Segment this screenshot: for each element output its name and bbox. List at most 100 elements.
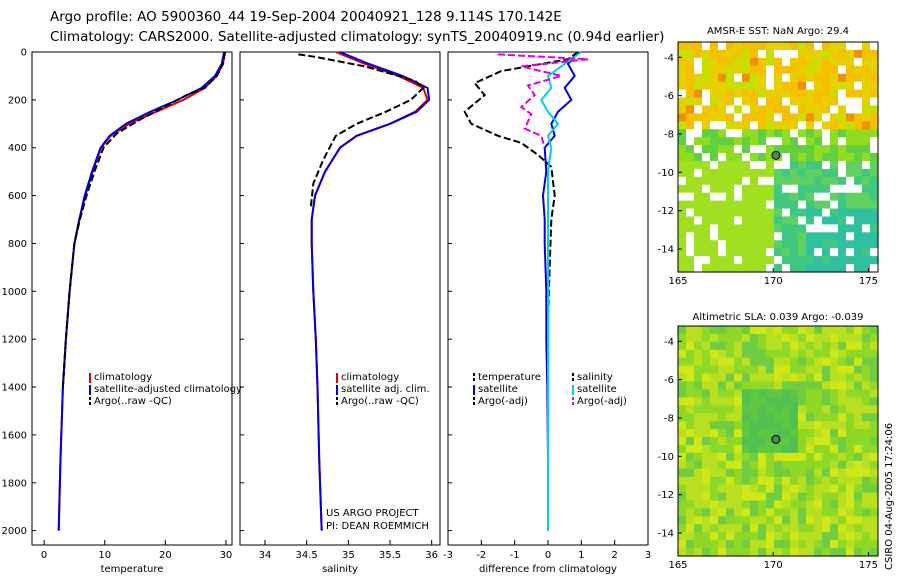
- map-cell: [726, 452, 735, 462]
- map-cell: [686, 532, 695, 541]
- map-cell: [806, 105, 815, 114]
- map-cell: [758, 184, 767, 194]
- map-cell: [702, 373, 711, 383]
- map-cell: [822, 81, 831, 91]
- map-cell: [678, 168, 687, 178]
- map-cell: [718, 381, 727, 391]
- map-cell: [694, 200, 703, 210]
- map-cell: [790, 468, 799, 478]
- map-cell: [790, 405, 799, 414]
- map-cell: [822, 516, 831, 525]
- map-cell: [774, 413, 783, 422]
- map-cell: [854, 476, 863, 486]
- map-cell: [742, 81, 751, 91]
- map-cell: [846, 153, 855, 162]
- map-cell: [774, 397, 783, 406]
- x-axis-label: difference from climatology: [479, 564, 617, 575]
- map-cell: [846, 326, 855, 335]
- map-y-tick-label: -8: [664, 130, 674, 141]
- map-cell: [694, 89, 703, 99]
- map-cell: [830, 137, 839, 146]
- map-cell: [694, 129, 703, 138]
- map-y-tick-label: -6: [664, 375, 674, 386]
- map-cell: [798, 333, 807, 343]
- map-cell: [726, 532, 735, 541]
- map-cell: [798, 405, 807, 414]
- map-cell: [758, 153, 767, 162]
- map-cell: [678, 216, 687, 226]
- map-cell: [766, 137, 775, 146]
- map-cell: [726, 184, 735, 194]
- map-cell: [702, 89, 711, 99]
- map-cell: [734, 468, 743, 478]
- map-cell: [798, 240, 807, 249]
- map-cell: [862, 256, 871, 265]
- map-cell: [822, 176, 831, 186]
- map-cell: [814, 153, 823, 162]
- map-cell: [830, 192, 839, 202]
- map-cell: [766, 184, 775, 194]
- map-x-tick-label: 165: [668, 276, 687, 287]
- map-cell: [726, 524, 735, 533]
- map-cell: [862, 168, 871, 178]
- map-cell: [782, 508, 791, 517]
- map-cell: [726, 413, 735, 422]
- map-cell: [750, 208, 759, 218]
- map-cell: [774, 508, 783, 517]
- map-cell: [774, 516, 783, 525]
- map-cell: [766, 460, 775, 470]
- map-y-tick-label: -8: [664, 414, 674, 425]
- map-cell: [774, 452, 783, 462]
- map-cell: [726, 137, 735, 146]
- map-cell: [830, 216, 839, 226]
- map-cell: [870, 468, 879, 478]
- map-cell: [846, 65, 855, 75]
- map-cell: [742, 240, 751, 249]
- map-cell: [758, 81, 767, 91]
- map-cell: [782, 476, 791, 486]
- map-cell: [766, 484, 775, 494]
- map-cell: [782, 437, 791, 446]
- map-cell: [726, 73, 735, 83]
- map-cell: [710, 184, 719, 194]
- map-cell: [702, 129, 711, 138]
- map-cell: [758, 200, 767, 210]
- map-cell: [822, 160, 831, 170]
- map-cell: [798, 492, 807, 502]
- map-cell: [862, 57, 871, 67]
- map-cell: [678, 516, 687, 525]
- map-cell: [790, 540, 799, 549]
- map-cell: [806, 216, 815, 226]
- map-cell: [838, 357, 847, 367]
- map-cell: [694, 105, 703, 114]
- map-cell: [782, 389, 791, 398]
- map-cell: [838, 405, 847, 414]
- map-cell: [750, 381, 759, 391]
- map-cell: [782, 373, 791, 383]
- map-cell: [758, 389, 767, 398]
- map-cell: [830, 468, 839, 478]
- map-cell: [686, 137, 695, 146]
- map-cell: [686, 444, 695, 454]
- map-cell: [774, 216, 783, 226]
- map-cell: [702, 256, 711, 265]
- map-cell: [782, 548, 791, 557]
- map-cell: [862, 97, 871, 107]
- map-cell: [870, 184, 879, 194]
- map-cell: [774, 200, 783, 210]
- map-cell: [774, 105, 783, 114]
- map-cell: [726, 484, 735, 494]
- map-cell: [734, 42, 743, 51]
- map-cell: [854, 153, 863, 162]
- map-cell: [694, 373, 703, 383]
- map-cell: [742, 121, 751, 130]
- map-cell: [846, 397, 855, 406]
- map-cell: [766, 65, 775, 75]
- map-cell: [710, 429, 719, 438]
- map-cell: [702, 200, 711, 210]
- map-cell: [790, 524, 799, 533]
- map-cell: [830, 42, 839, 51]
- float-location-marker: [771, 434, 781, 444]
- map-cell: [678, 484, 687, 494]
